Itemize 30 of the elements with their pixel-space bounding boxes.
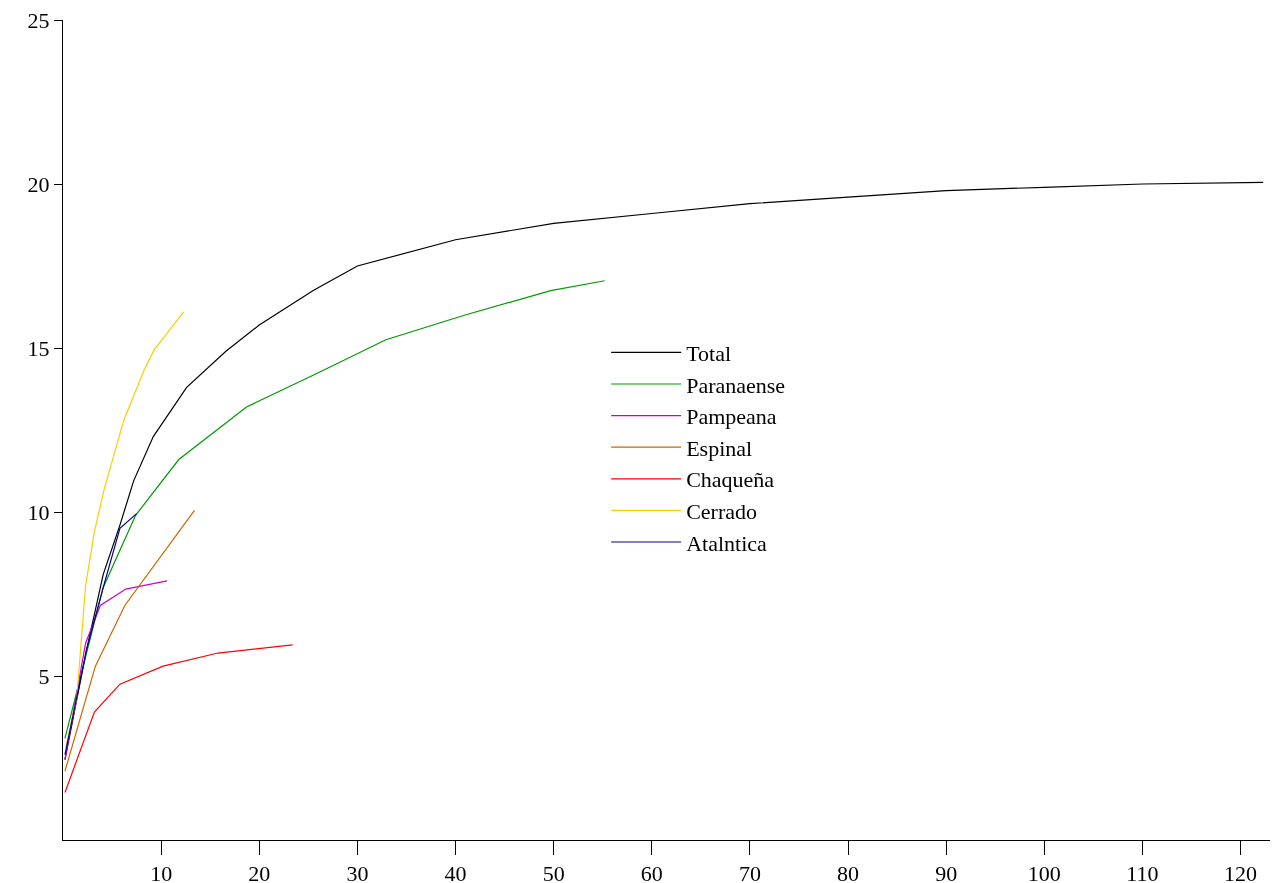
x-tick-label: 30 (346, 861, 369, 883)
x-tick-label: 20 (248, 861, 271, 883)
x-tick-label: 50 (542, 861, 565, 883)
line-series (64, 580, 168, 761)
x-tick-label: 60 (640, 861, 663, 883)
x-tick-label: 70 (738, 861, 761, 883)
y-tick-label: 10 (27, 499, 50, 525)
x-tick-label: 100 (1027, 861, 1061, 883)
legend-label: Pampeana (686, 404, 777, 430)
line-series (64, 644, 294, 794)
line-series (64, 513, 138, 756)
line-series (64, 280, 606, 739)
line-series (64, 509, 196, 772)
legend-label: Cerrado (686, 498, 758, 524)
x-tick-label: 40 (444, 861, 467, 883)
legend-label: Total (686, 340, 732, 366)
legend-label: Espinal (686, 435, 753, 461)
legend-label: Paranaense (686, 372, 786, 398)
line-series (65, 311, 185, 748)
legend-label: Chaqueña (686, 467, 775, 493)
x-tick-label: 120 (1224, 861, 1258, 883)
x-tick-label: 10 (150, 861, 173, 883)
y-tick-label: 20 (27, 171, 50, 197)
x-tick-label: 90 (935, 861, 958, 883)
legend-label: Atalntica (686, 530, 768, 556)
x-tick-label: 80 (837, 861, 860, 883)
x-tick-label: 110 (1126, 861, 1159, 883)
y-tick-label: 15 (27, 335, 50, 361)
y-tick-label: 25 (27, 7, 50, 33)
y-tick-label: 5 (38, 663, 50, 689)
